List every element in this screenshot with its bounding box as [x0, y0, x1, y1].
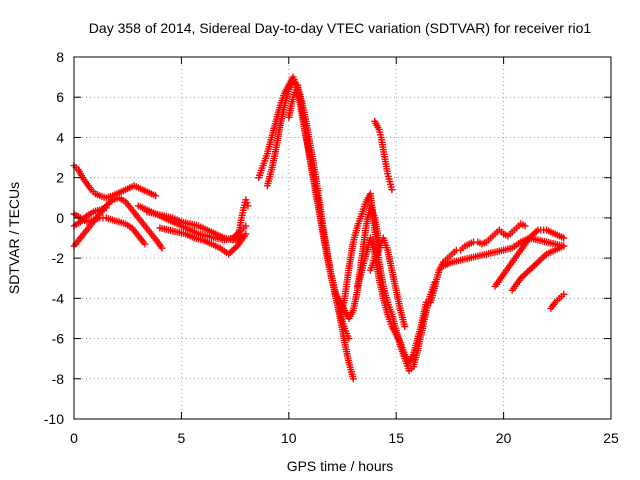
series-arc-11 — [285, 81, 383, 322]
data-point — [81, 213, 89, 221]
x-tick-label: 25 — [603, 430, 619, 446]
plot-frame — [73, 56, 612, 420]
data-point — [527, 265, 535, 273]
data-point — [560, 242, 568, 250]
y-tick-label: 4 — [56, 129, 64, 145]
data-point — [524, 268, 532, 276]
x-axis-label: GPS time / hours — [287, 458, 394, 474]
series-arc-19 — [508, 242, 568, 294]
y-tick-label: -4 — [52, 290, 65, 306]
y-tick-label: 2 — [56, 170, 64, 186]
axis-ticks: 0 5 10 15 20 25 -10 -8 -6 -4 -2 0 2 4 6 8 — [44, 49, 619, 446]
data-point — [534, 258, 542, 266]
x-tick-label: 0 — [70, 430, 78, 446]
data-point — [529, 263, 537, 271]
data-point — [102, 204, 110, 212]
data-point — [244, 202, 252, 210]
y-tick-label: -8 — [52, 371, 65, 387]
data-point — [519, 273, 527, 281]
series-arc-12 — [336, 190, 439, 375]
data-point — [522, 269, 530, 277]
data-point — [345, 335, 353, 343]
data-point — [532, 260, 540, 268]
y-axis-label: SDTVAR / TECUs — [6, 182, 22, 294]
series-arc-14 — [366, 234, 409, 330]
y-tick-label: -10 — [44, 411, 64, 427]
data-point — [539, 253, 547, 261]
y-tick-label: -2 — [52, 250, 65, 266]
data-point — [232, 244, 240, 252]
data-point — [560, 234, 568, 242]
series-arc-15 — [371, 117, 396, 194]
data-point — [401, 322, 409, 330]
series-arc-13 — [354, 234, 430, 367]
y-tick-label: 8 — [56, 49, 64, 65]
series-arc-18 — [491, 226, 568, 290]
x-tick-label: 10 — [281, 430, 297, 446]
data-points — [70, 73, 568, 383]
data-point — [228, 247, 236, 255]
data-point — [242, 230, 250, 238]
data-point — [141, 240, 149, 248]
data-point — [525, 266, 533, 274]
x-tick-label: 20 — [496, 430, 512, 446]
data-point — [349, 375, 357, 383]
data-point — [242, 222, 250, 230]
series-arc-8 — [233, 196, 252, 246]
series-arc-1 — [70, 162, 160, 202]
data-point — [226, 248, 234, 256]
data-point — [531, 261, 539, 269]
y-tick-label: -6 — [52, 331, 65, 347]
data-point — [521, 222, 529, 230]
y-tick-label: 6 — [56, 89, 64, 105]
series-arc-20 — [547, 290, 568, 312]
data-point — [388, 186, 396, 194]
data-point — [152, 192, 160, 200]
series-arc-3 — [70, 210, 149, 248]
data-point — [520, 271, 528, 279]
data-point — [230, 245, 238, 253]
chart-title: Day 358 of 2014, Sidereal Day-to-day VTE… — [89, 20, 592, 36]
data-point — [560, 290, 568, 298]
data-point — [532, 228, 540, 236]
x-tick-label: 5 — [178, 430, 186, 446]
data-point — [107, 197, 115, 205]
data-point — [537, 255, 545, 263]
y-tick-label: 0 — [56, 210, 64, 226]
x-tick-label: 15 — [388, 430, 404, 446]
data-point — [158, 244, 166, 252]
